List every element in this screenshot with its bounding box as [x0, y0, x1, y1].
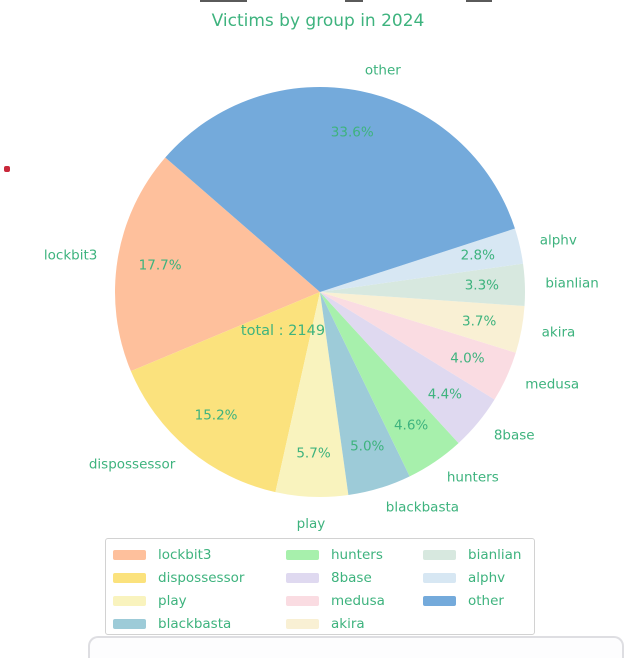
legend-label-akira: akira [331, 615, 365, 632]
pie-slice-bianlian [320, 263, 525, 307]
legend-item-medusa: medusa [286, 589, 385, 612]
legend-item-blackbasta: blackbasta [113, 612, 244, 635]
legend-label-play: play [158, 592, 187, 609]
legend-swatch-dispossessor [113, 572, 146, 583]
legend-item-alphv: alphv [423, 566, 521, 589]
bottom-panel-edge [88, 636, 624, 658]
legend-item-lockbit3: lockbit3 [113, 543, 244, 566]
legend-column: bianlian alphv other [423, 543, 521, 612]
legend-item-8base: 8base [286, 566, 385, 589]
legend-column: hunters 8base medusa akira [286, 543, 385, 635]
legend-swatch-alphv [423, 572, 456, 583]
legend-swatch-8base [286, 572, 319, 583]
pie-slice-medusa [320, 292, 516, 400]
pie-slice-dispossessor [130, 292, 320, 493]
pie-slice-other [165, 87, 515, 292]
legend-swatch-bianlian [423, 549, 456, 560]
legend-label-hunters: hunters [331, 546, 383, 563]
legend-label-alphv: alphv [468, 569, 506, 586]
legend-item-akira: akira [286, 612, 385, 635]
legend-label-bianlian: bianlian [468, 546, 522, 563]
legend-swatch-hunters [286, 549, 319, 560]
legend-swatch-blackbasta [113, 618, 146, 629]
red-dot-artifact [4, 166, 10, 172]
legend-label-medusa: medusa [331, 592, 385, 609]
pie-slice-play [275, 292, 349, 497]
legend-swatch-play [113, 595, 146, 606]
legend-label-8base: 8base [331, 569, 372, 586]
top-edge-artifact [345, 0, 363, 2]
chart-legend: lockbit3 dispossessor play blackbasta hunter… [105, 538, 535, 635]
legend-item-dispossessor: dispossessor [113, 566, 244, 589]
top-edge-artifact [466, 0, 492, 2]
top-edge-artifact [200, 0, 247, 2]
pie-slice-8base [320, 292, 495, 444]
legend-swatch-akira [286, 618, 319, 629]
pie-slice-alphv [320, 228, 524, 292]
pie-slice-akira [320, 292, 525, 353]
legend-item-bianlian: bianlian [423, 543, 521, 566]
legend-label-other: other [468, 592, 504, 609]
legend-column: lockbit3 dispossessor play blackbasta [113, 543, 244, 635]
legend-label-blackbasta: blackbasta [158, 615, 232, 632]
legend-item-other: other [423, 589, 521, 612]
legend-item-play: play [113, 589, 244, 612]
legend-item-hunters: hunters [286, 543, 385, 566]
legend-swatch-medusa [286, 595, 319, 606]
legend-label-dispossessor: dispossessor [158, 569, 245, 586]
legend-label-lockbit3: lockbit3 [158, 546, 212, 563]
legend-swatch-other [423, 595, 456, 606]
chart-title: Victims by group in 2024 [211, 11, 425, 31]
pie-slice-hunters [320, 292, 459, 477]
pie-slice-lockbit3 [114, 157, 320, 372]
legend-swatch-lockbit3 [113, 549, 146, 560]
pie-slice-blackbasta [320, 292, 410, 496]
